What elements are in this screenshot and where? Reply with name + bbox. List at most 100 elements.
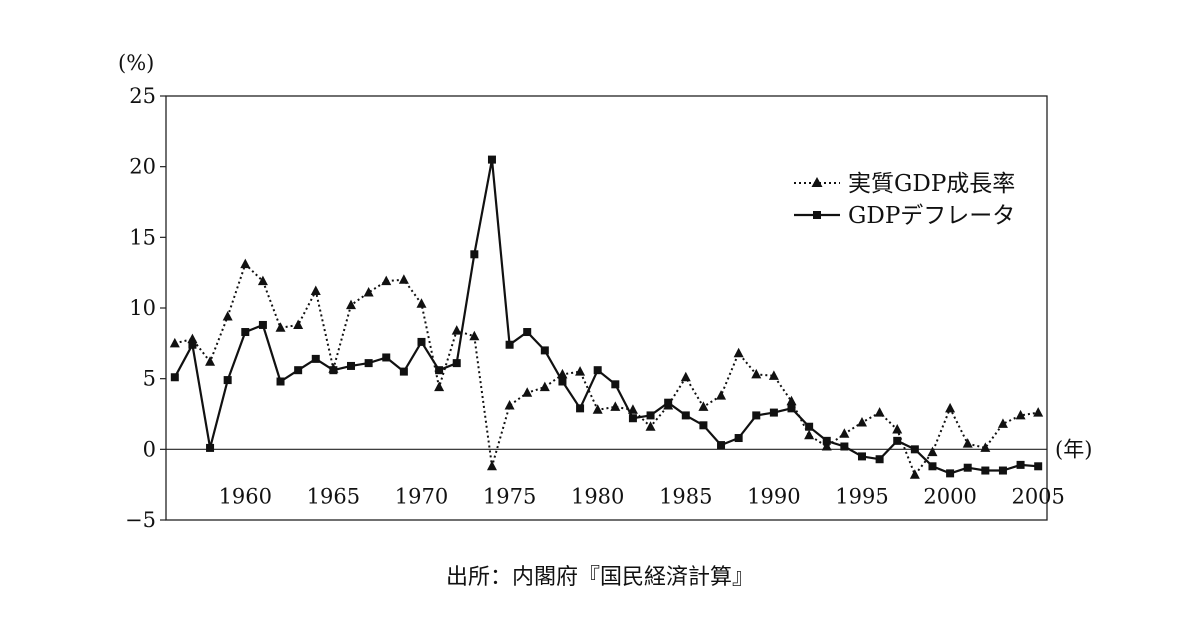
y-unit-label: (%): [118, 51, 154, 75]
data-point: [1016, 460, 1025, 469]
data-point: [363, 286, 374, 297]
data-point: [504, 400, 515, 410]
plot-frame: [165, 95, 1048, 521]
data-point: [522, 387, 533, 397]
legend-item-gdp-deflator: GDPデフレータ: [794, 203, 1015, 229]
data-point: [539, 381, 550, 392]
data-point: [839, 428, 850, 438]
data-point: [435, 366, 444, 375]
y-tick-label: 5: [143, 367, 156, 391]
data-point: [768, 370, 779, 380]
data-point: [398, 274, 409, 284]
data-point: [206, 443, 215, 452]
data-point: [752, 411, 761, 420]
data-point: [222, 310, 233, 321]
data-point: [505, 340, 514, 349]
data-point: [558, 377, 567, 386]
data-point: [294, 366, 303, 375]
x-axis: 1960 1965 1970 1975 1980 1985 1990 1995 2000 2005: [219, 484, 1065, 508]
data-point: [523, 328, 532, 337]
legend: 実質GDP成長率 GDPデフレータ: [794, 171, 1015, 229]
data-point: [1033, 407, 1044, 417]
x-tick-label: 1975: [483, 484, 536, 508]
data-point: [399, 367, 408, 376]
data-point: [611, 380, 620, 389]
data-point: [998, 466, 1007, 475]
data-point: [805, 422, 814, 431]
data-point: [347, 361, 356, 370]
data-point: [329, 366, 338, 375]
data-point: [364, 359, 373, 368]
data-point: [1015, 409, 1026, 420]
data-point: [646, 411, 655, 420]
data-point: [241, 328, 250, 337]
y-tick-label: 25: [129, 84, 156, 108]
legend-marker-gdp-deflator: [813, 211, 821, 219]
data-point: [698, 401, 709, 411]
legend-label-gdp-deflator: GDPデフレータ: [848, 203, 1015, 229]
data-point: [821, 441, 832, 451]
data-point: [540, 346, 549, 355]
data-point: [469, 330, 480, 341]
data-point: [310, 285, 321, 296]
data-point: [874, 407, 885, 417]
data-point: [856, 416, 867, 427]
data-point: [276, 377, 285, 386]
source-note: 出所：内閣府『国民経済計算』: [446, 565, 754, 590]
series-line: [174, 263, 1039, 476]
data-point: [645, 421, 656, 431]
y-tick-label: 10: [129, 296, 156, 320]
data-point: [734, 434, 743, 443]
data-point: [963, 463, 972, 472]
data-point: [681, 411, 690, 420]
legend-marker-real-gdp: [811, 177, 823, 187]
data-point: [382, 353, 391, 362]
data-point: [769, 408, 778, 417]
data-point: [981, 466, 990, 475]
data-point: [680, 371, 691, 382]
data-point: [381, 275, 392, 286]
x-tick-label: 1965: [307, 484, 360, 508]
data-point: [909, 469, 920, 479]
data-point: [575, 366, 586, 376]
x-tick-label: 2005: [1011, 484, 1064, 508]
series-layer: [169, 155, 1044, 479]
data-point: [751, 368, 762, 379]
x-tick-label: 1995: [835, 484, 888, 508]
legend-item-real-gdp: 実質GDP成長率: [794, 171, 1015, 197]
data-point: [346, 299, 357, 310]
data-point: [946, 469, 955, 478]
data-point: [997, 418, 1008, 428]
y-tick-label: 15: [129, 225, 156, 249]
data-point: [893, 436, 902, 445]
data-point: [470, 250, 479, 259]
data-point: [786, 395, 797, 406]
data-point: [169, 337, 180, 348]
data-point: [576, 404, 585, 413]
x-tick-label: 1980: [571, 484, 624, 508]
y-tick-label: −5: [125, 508, 156, 532]
data-point: [416, 298, 427, 308]
data-point: [980, 442, 991, 452]
data-point: [451, 325, 462, 335]
series-gdp-deflator: [170, 155, 1043, 478]
y-tick-label: 0: [143, 437, 156, 461]
data-point: [840, 442, 849, 451]
series-real-gdp: [169, 258, 1044, 479]
data-point: [170, 373, 179, 382]
data-point: [1034, 462, 1043, 471]
x-tick-label: 1985: [659, 484, 712, 508]
data-point: [804, 429, 815, 440]
data-point: [311, 354, 320, 363]
data-point: [945, 402, 956, 413]
data-point: [434, 381, 445, 392]
data-point: [892, 424, 903, 434]
data-point: [699, 421, 708, 430]
data-point: [927, 446, 938, 457]
y-tick-label: 20: [129, 155, 156, 179]
data-point: [487, 155, 496, 164]
data-point: [293, 319, 304, 329]
x-tick-label: 1990: [747, 484, 800, 508]
data-point: [628, 414, 637, 423]
